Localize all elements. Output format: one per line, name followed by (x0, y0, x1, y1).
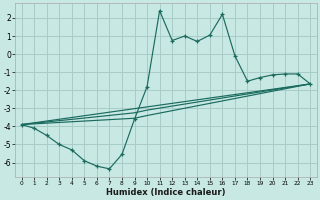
X-axis label: Humidex (Indice chaleur): Humidex (Indice chaleur) (106, 188, 226, 197)
